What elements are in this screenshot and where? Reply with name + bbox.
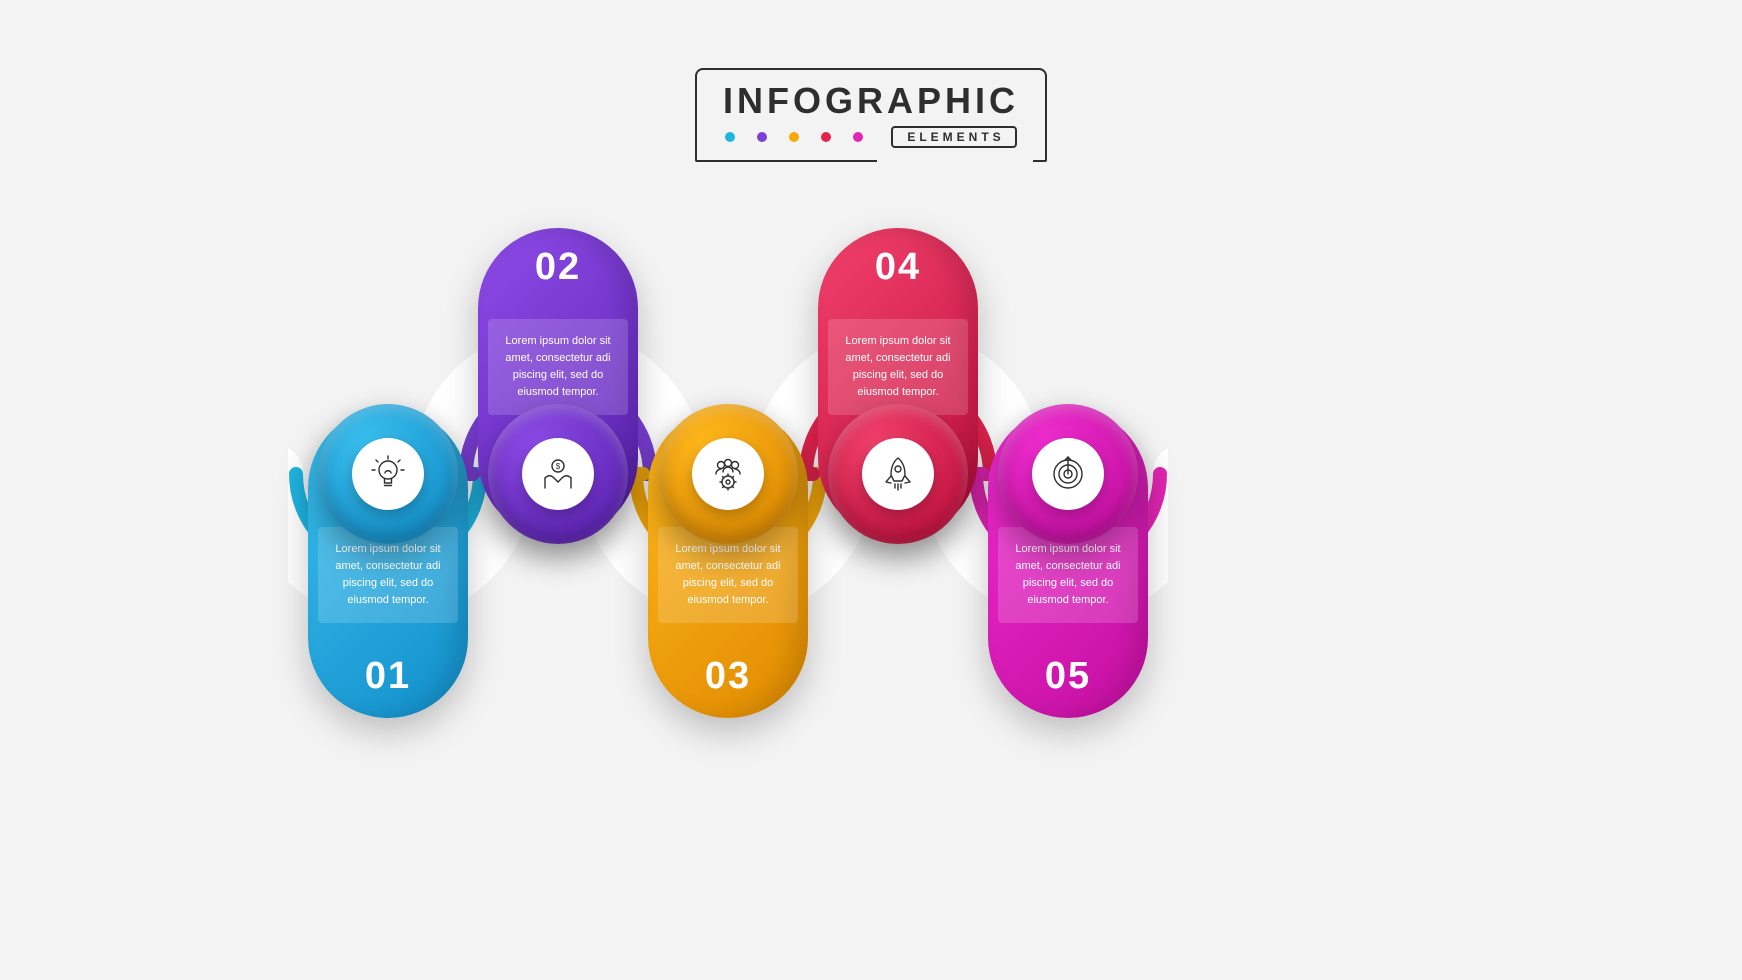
team-gear-icon bbox=[692, 438, 764, 510]
step-number-02: 02 bbox=[478, 246, 638, 289]
step-bulb-04 bbox=[828, 404, 968, 544]
palette-dot-0 bbox=[725, 132, 735, 142]
step-number-04: 04 bbox=[818, 246, 978, 289]
step-bulb-02 bbox=[488, 404, 628, 544]
step-body-04: Lorem ipsum dolor sit amet, consectetur … bbox=[828, 319, 968, 415]
palette-dot-1 bbox=[757, 132, 767, 142]
palette-dot-3 bbox=[821, 132, 831, 142]
target-icon bbox=[1032, 438, 1104, 510]
step-bulb-01 bbox=[318, 404, 458, 544]
step-bulb-03 bbox=[658, 404, 798, 544]
money-hands-icon bbox=[522, 438, 594, 510]
rocket-icon bbox=[862, 438, 934, 510]
bulb-icon bbox=[352, 438, 424, 510]
step-number-05: 05 bbox=[988, 655, 1148, 698]
step-number-01: 01 bbox=[308, 655, 468, 698]
palette-dot-2 bbox=[789, 132, 799, 142]
palette-dot-4 bbox=[853, 132, 863, 142]
subtitle-badge: ELEMENTS bbox=[891, 126, 1016, 148]
step-body-02: Lorem ipsum dolor sit amet, consectetur … bbox=[488, 319, 628, 415]
step-number-03: 03 bbox=[648, 655, 808, 698]
title-main: INFOGRAPHIC bbox=[723, 80, 1019, 122]
title-frame: INFOGRAPHIC ELEMENTS bbox=[695, 68, 1047, 160]
title-block: INFOGRAPHIC ELEMENTS bbox=[695, 68, 1047, 160]
step-bulb-05 bbox=[998, 404, 1138, 544]
title-sub-row: ELEMENTS bbox=[723, 126, 1019, 148]
infographic-stage: INFOGRAPHIC ELEMENTS 01 Lorem ipsum dolor… bbox=[0, 0, 1742, 980]
